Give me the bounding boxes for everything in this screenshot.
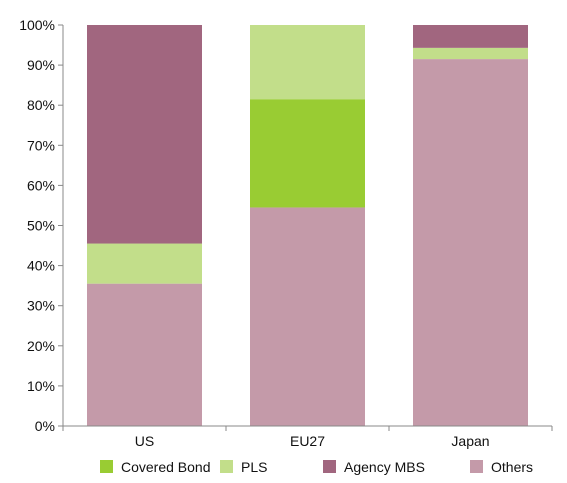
bar-segment-eu27-pls [250,25,365,100]
legend-swatch [323,460,336,473]
bar-segment-us-others [87,283,202,426]
bar-segment-us-pls [87,243,202,284]
legend: Covered Bond PLS Agency MBS Others [100,459,533,475]
y-tick-label: 60% [27,177,55,193]
y-tick-label: 40% [27,258,55,274]
y-tick-label: 80% [27,97,55,113]
x-tick-label: Japan [451,433,489,449]
axes-group: US EU27 Japan 0% 10% 20% 30% 40% 50% 60% 70% 80% 90%… [19,17,553,449]
legend-label: PLS [241,459,267,475]
y-tick-label: 20% [27,338,55,354]
legend-swatch [100,460,113,473]
legend-label: Others [491,459,533,475]
bar-segment-eu27-covered-bond [250,99,365,208]
y-tick-label: 100% [19,17,55,33]
bar-segment-eu27-others [250,207,365,426]
legend-swatch [470,460,483,473]
y-tick-label: 70% [27,137,55,153]
bar-segment-japan-others [413,59,528,427]
y-tick-label: 50% [27,218,55,234]
y-tick-label: 10% [27,378,55,394]
legend-label: Agency MBS [344,459,425,475]
bars-group [87,25,528,427]
legend-label: Covered Bond [121,459,211,475]
y-tick-label: 90% [27,57,55,73]
x-tick-label: EU27 [290,433,325,449]
bar-segment-japan-pls [413,47,528,60]
bar-segment-us-agency-mbs [87,25,202,244]
bar-segment-japan-agency-mbs [413,25,528,48]
legend-swatch [220,460,233,473]
y-tick-label: 0% [35,418,55,434]
y-tick-label: 30% [27,298,55,314]
x-tick-label: US [135,433,154,449]
